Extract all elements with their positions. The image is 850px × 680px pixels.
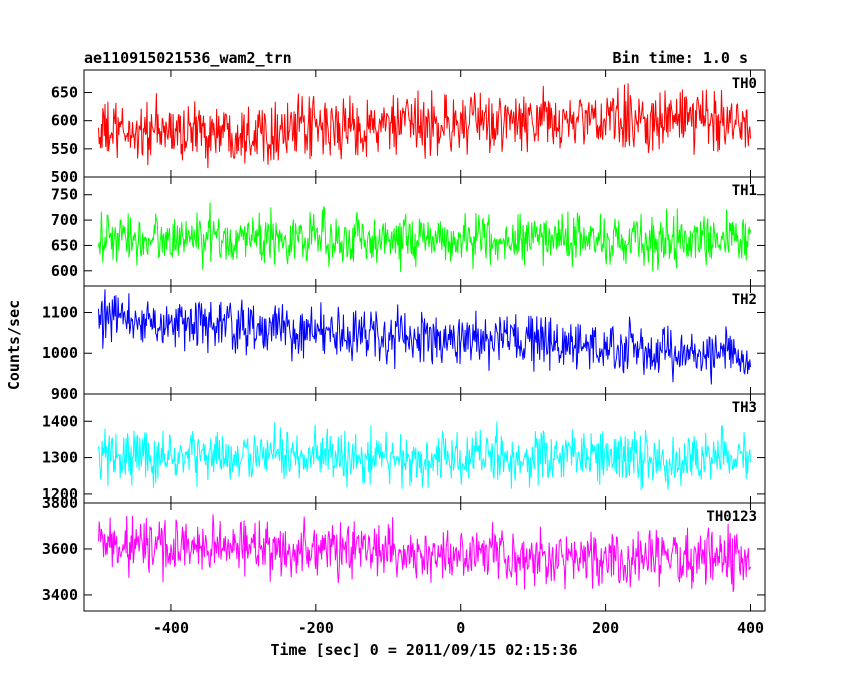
- panel-th2: 900 1000 1100 TH2: [42, 285, 766, 403]
- x-tick-label: 200: [592, 619, 619, 637]
- x-tick-label: -200: [298, 619, 334, 637]
- y-tick-label: 1000: [42, 344, 78, 362]
- x-tick-label: 0: [456, 619, 465, 637]
- x-axis-label: Time [sec] 0 = 2011/09/15 02:15:36: [270, 641, 577, 659]
- x-tick-label: -400: [153, 619, 189, 637]
- series-th0123: [98, 514, 751, 593]
- panel-label: TH2: [732, 292, 757, 308]
- panel-frame: [83, 502, 766, 612]
- series-th1: [98, 202, 751, 273]
- y-tick-label: 3600: [42, 540, 78, 558]
- panel-label: TH3: [732, 400, 757, 416]
- bin-time-label: Bin time: 1.0 s: [613, 49, 748, 67]
- y-tick-label: 550: [51, 140, 78, 158]
- y-tick-label: 500: [51, 168, 78, 186]
- y-tick-label: 1300: [42, 449, 78, 467]
- y-tick-label: 3400: [42, 586, 78, 604]
- x-tick-label: 400: [737, 619, 764, 637]
- panel-label: TH0: [732, 76, 757, 92]
- x-axis: -400 -200 0 200 400: [153, 619, 764, 637]
- panel-th1: 600 650 700 750 TH1: [51, 176, 766, 287]
- panel-th3: 1200 1300 1400 TH3: [42, 393, 766, 504]
- y-tick-label: 1400: [42, 412, 78, 430]
- series-th3: [98, 421, 751, 491]
- y-tick-label: 1200: [42, 485, 78, 503]
- panel-label: TH1: [732, 183, 757, 199]
- y-tick-label: 650: [51, 236, 78, 254]
- y-tick-label: 750: [51, 186, 78, 204]
- panel-th0123: 3400 3600 3800 TH0123: [42, 494, 766, 612]
- series-th2: [98, 289, 751, 385]
- panels-group: 500 550 600 650 TH0 600 650 700 750 TH1 900 1000 110…: [42, 69, 766, 612]
- series-th0: [98, 83, 751, 169]
- y-tick-label: 600: [51, 112, 78, 130]
- y-tick-label: 1100: [42, 303, 78, 321]
- panel-frame: [83, 393, 766, 504]
- y-tick-label: 3800: [42, 494, 78, 512]
- chart-title: ae110915021536_wam2_trn: [84, 49, 292, 67]
- y-tick-label: 600: [51, 262, 78, 280]
- y-tick-label: 700: [51, 211, 78, 229]
- y-tick-label: 900: [51, 385, 78, 403]
- y-axis-label: Counts/sec: [5, 300, 23, 390]
- y-tick-label: 650: [51, 84, 78, 102]
- panel-th0: 500 550 600 650 TH0: [51, 69, 766, 186]
- panel-label: TH0123: [706, 509, 757, 525]
